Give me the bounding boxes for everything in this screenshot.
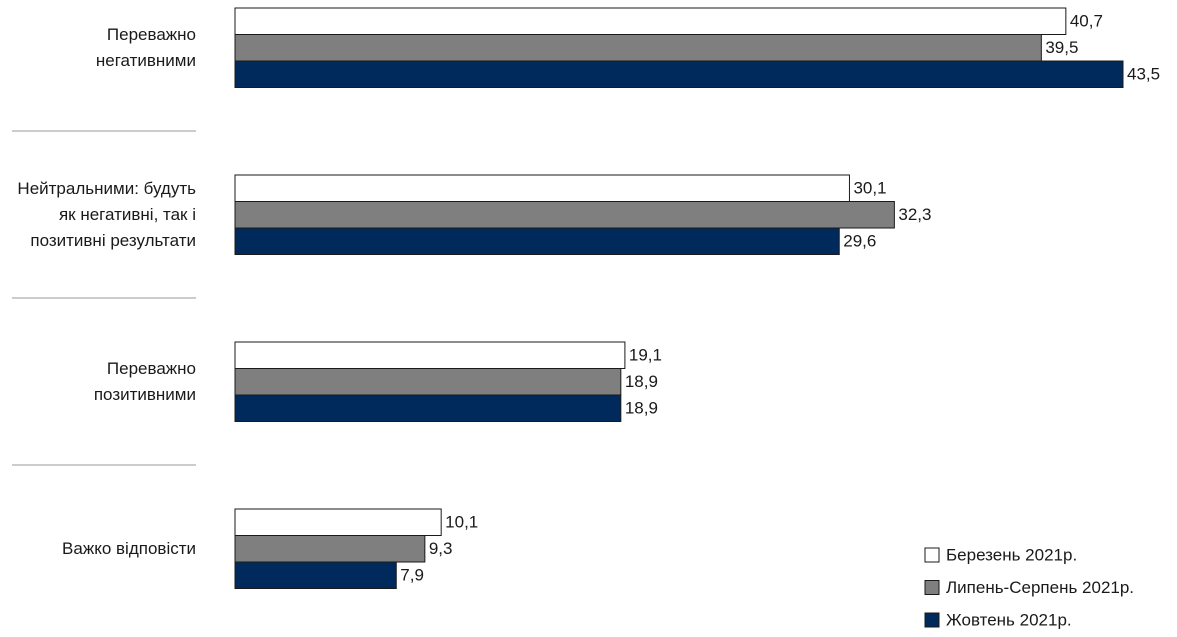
value-label: 32,3: [898, 205, 931, 224]
legend-swatch: [924, 580, 940, 595]
value-label: 7,9: [400, 566, 424, 585]
bar: [234, 60, 1124, 88]
category-label: Важко відповісти: [62, 538, 196, 558]
bar: [234, 227, 840, 255]
value-label: 9,3: [429, 539, 453, 558]
legend-swatch: [924, 547, 940, 563]
bar: [234, 7, 1067, 35]
value-label: 18,9: [625, 399, 658, 418]
legend-swatch: [924, 612, 940, 628]
category-label: Переважно негативними: [95, 24, 196, 70]
bar: [234, 34, 1042, 62]
value-label: 19,1: [629, 346, 662, 365]
legend-label: Липень-Серпень 2021р.: [946, 578, 1134, 597]
value-label: 18,9: [625, 372, 658, 391]
value-label: 10,1: [445, 513, 478, 532]
bar: [234, 201, 895, 229]
bar: [234, 508, 442, 536]
value-label: 43,5: [1127, 65, 1160, 84]
category-label: Нейтральними: будуть як негативні, так і…: [17, 178, 196, 250]
legend-label: Жовтень 2021р.: [946, 610, 1072, 629]
value-label: 40,7: [1070, 12, 1103, 31]
bar: [234, 535, 426, 563]
value-label: 29,6: [843, 232, 876, 251]
bar: [234, 394, 622, 422]
bar: [234, 174, 850, 202]
legend-label: Березень 2021р.: [946, 545, 1077, 564]
value-label: 30,1: [853, 179, 886, 198]
value-label: 39,5: [1045, 38, 1078, 57]
bar: [234, 368, 622, 396]
category-label: Переважно позитивними: [93, 358, 196, 404]
bar: [234, 561, 397, 589]
bar: [234, 341, 626, 369]
